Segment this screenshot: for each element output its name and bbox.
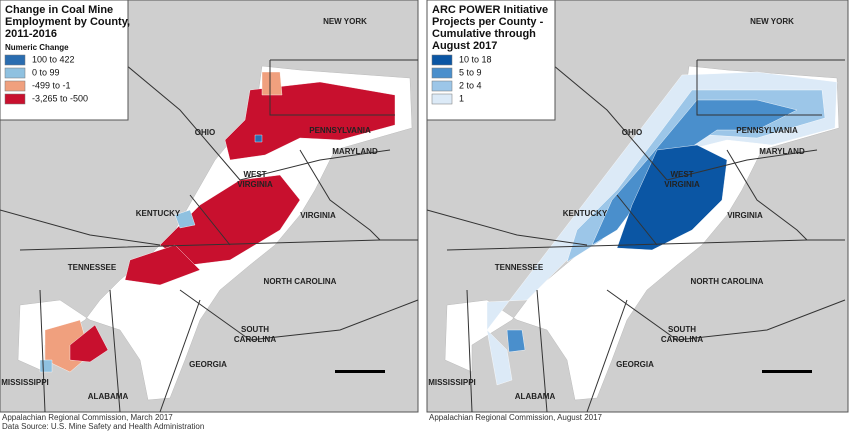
state-label: NEW YORK (750, 17, 794, 26)
state-border (179, 289, 419, 341)
county-cluster (506, 329, 526, 353)
state-label: SOUTH (668, 325, 696, 334)
county-cluster (261, 71, 283, 96)
county-cluster (124, 244, 201, 286)
state-border (0, 209, 161, 246)
map-title: Change in Coal Mine (5, 4, 113, 16)
county-cluster (69, 324, 109, 363)
legend-swatch (4, 80, 26, 92)
state-border (616, 194, 658, 246)
legend-label: 5 to 9 (459, 67, 482, 77)
legend-swatch (4, 93, 26, 105)
state-label: NORTH CAROLINA (264, 277, 337, 286)
state-border (39, 289, 46, 413)
state-label: OHIO (622, 128, 642, 137)
map-title: 2011-2016 (5, 28, 57, 40)
state-label: SOUTH (241, 325, 269, 334)
state-border (159, 299, 201, 413)
map-panel: NEW YORKPENNSYLVANIAOHIOMARYLANDWESTVIRG… (426, 0, 849, 422)
state-border (269, 60, 395, 116)
legend-swatch (4, 54, 26, 66)
legend-label: 0 to 99 (32, 67, 60, 77)
state-label: WEST (670, 170, 693, 179)
state-label: TENNESSEE (68, 263, 117, 272)
state-label: VIRGINIA (664, 180, 700, 189)
state-border (726, 149, 808, 241)
legend-title: Numeric Change (5, 43, 69, 52)
state-label: OHIO (195, 128, 215, 137)
legend-swatch (4, 67, 26, 79)
map-title: Employment by County, (5, 16, 130, 28)
state-border (606, 289, 846, 341)
state-label: GEORGIA (616, 360, 654, 369)
state-label: CAROLINA (234, 335, 276, 344)
state-label: MISSISSIPPI (1, 378, 49, 387)
state-label: WEST (243, 170, 266, 179)
state-label: NEW YORK (323, 17, 367, 26)
state-label: KENTUCKY (136, 209, 181, 218)
state-label: TENNESSEE (495, 263, 544, 272)
state-label: GEORGIA (189, 360, 227, 369)
state-border (189, 194, 231, 246)
state-label: VIRGINIA (237, 180, 273, 189)
county-cluster (39, 359, 53, 373)
state-border (666, 149, 818, 181)
legend-swatch (431, 80, 453, 92)
legend-label: 10 to 18 (459, 54, 492, 64)
county-cluster (616, 144, 728, 251)
state-border (466, 289, 473, 413)
scale-bar (762, 370, 812, 373)
state-border (239, 149, 391, 181)
legend-swatch (431, 67, 453, 79)
state-label: KENTUCKY (563, 209, 608, 218)
state-label: CAROLINA (661, 335, 703, 344)
state-border (586, 299, 628, 413)
legend-label: -3,265 to -500 (32, 93, 88, 103)
state-label: ALABAMA (88, 392, 129, 401)
legend-label: 1 (459, 93, 464, 103)
map-title: August 2017 (432, 40, 497, 52)
state-label: NORTH CAROLINA (691, 277, 764, 286)
scale-bar (335, 370, 385, 373)
county-cluster (174, 209, 196, 229)
state-label: PENNSYLVANIA (309, 126, 371, 135)
state-label: VIRGINIA (300, 211, 336, 220)
state-border (426, 209, 588, 246)
map-panel: NEW YORKPENNSYLVANIAOHIOMARYLANDWESTVIRG… (0, 0, 419, 431)
source-note: Appalachian Regional Commission, March 2… (2, 413, 173, 422)
county-cluster (254, 134, 263, 143)
state-border (299, 149, 381, 241)
county-cluster (224, 81, 396, 161)
state-label: MISSISSIPPI (428, 378, 476, 387)
legend-label: 100 to 422 (32, 54, 75, 64)
state-border (536, 289, 548, 413)
state-label: PENNSYLVANIA (736, 126, 798, 135)
state-border (696, 60, 822, 116)
legend-label: 2 to 4 (459, 80, 482, 90)
legend-label: -499 to -1 (32, 80, 71, 90)
state-label: MARYLAND (759, 147, 805, 156)
state-label: ALABAMA (515, 392, 556, 401)
source-note: Appalachian Regional Commission, August … (429, 413, 603, 422)
map-title: Cumulative through (432, 28, 536, 40)
map-title: Projects per County - (432, 16, 544, 28)
legend-swatch (431, 93, 453, 105)
state-label: MARYLAND (332, 147, 378, 156)
legend-swatch (431, 54, 453, 66)
map-title: ARC POWER Initiative (432, 4, 548, 16)
state-label: VIRGINIA (727, 211, 763, 220)
source-note: Data Source: U.S. Mine Safety and Health… (2, 422, 204, 431)
state-border (109, 289, 121, 413)
